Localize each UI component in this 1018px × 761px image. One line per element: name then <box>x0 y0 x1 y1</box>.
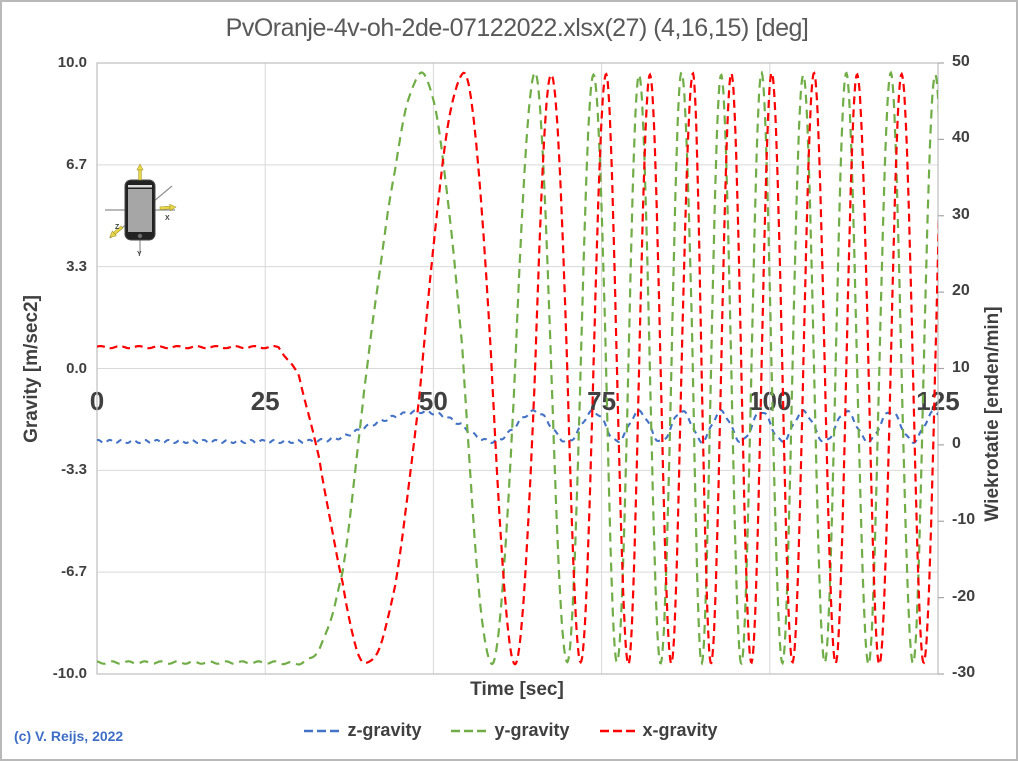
legend-label: x-gravity <box>642 720 718 740</box>
y-right-tick-label: -20 <box>952 587 976 605</box>
legend-dash-sample <box>599 729 638 732</box>
y-left-tick-label: 6.7 <box>66 155 87 173</box>
y-left-tick-label: -6.7 <box>61 563 87 581</box>
legend-item-z-gravity: z-gravity <box>304 720 421 741</box>
phone-z-label: Z <box>115 224 120 231</box>
y-axis-title-left: Gravity [m/sec2] <box>21 295 42 443</box>
y-left-tick-label: 3.3 <box>66 257 87 275</box>
y-right-tick-label: -10 <box>952 511 976 529</box>
phone-x-label: X <box>165 215 170 222</box>
y-right-tick-label: -30 <box>952 664 976 681</box>
phone-home-button <box>137 233 143 239</box>
y-right-tick-label: 20 <box>952 282 970 300</box>
arrow-down-left-icon <box>109 225 124 238</box>
y-right-tick-label: 10 <box>952 358 970 376</box>
phone-top-strip <box>128 185 152 188</box>
chart-legend: z-gravity y-gravity x-gravity <box>2 720 1016 741</box>
series-line-y-gravity <box>97 70 938 667</box>
series-line-z-gravity <box>97 409 938 445</box>
chart-title: PvOranje-4v-oh-2de-07122022.xlsx(27) (4,… <box>225 14 809 42</box>
phone-y-label: Y <box>137 251 142 257</box>
legend-dash-sample <box>304 729 343 732</box>
legend-label: z-gravity <box>347 720 422 740</box>
arrow-up-icon <box>136 163 144 181</box>
plot-area <box>96 62 944 675</box>
copyright-text: (c) V. Reijs, 2022 <box>14 728 124 744</box>
y-left-tick-label: 0.0 <box>66 359 87 377</box>
y-right-tick-label: 0 <box>952 434 961 452</box>
y-left-tick-label: 10.0 <box>57 54 87 71</box>
arrow-right-icon <box>159 203 177 212</box>
phone-axes-icon: Z X Y <box>105 163 177 257</box>
y-right-tick-label: 50 <box>952 53 970 70</box>
y-right-tick-label: 30 <box>952 205 970 223</box>
legend-dash-sample <box>451 729 490 732</box>
x-axis-title: Time [sec] <box>470 679 564 700</box>
legend-item-x-gravity: x-gravity <box>599 720 718 741</box>
phone-screen <box>128 189 152 232</box>
y-left-tick-label: -10.0 <box>52 665 87 682</box>
y-left-tick-label: -3.3 <box>61 461 87 479</box>
series-line-x-gravity <box>97 70 938 667</box>
y-right-tick-label: 40 <box>952 129 970 147</box>
legend-label: y-gravity <box>494 720 570 740</box>
legend-item-y-gravity: y-gravity <box>451 720 570 741</box>
y-axis-title-right: Wiekrotatie [enden/min] <box>982 306 1003 522</box>
